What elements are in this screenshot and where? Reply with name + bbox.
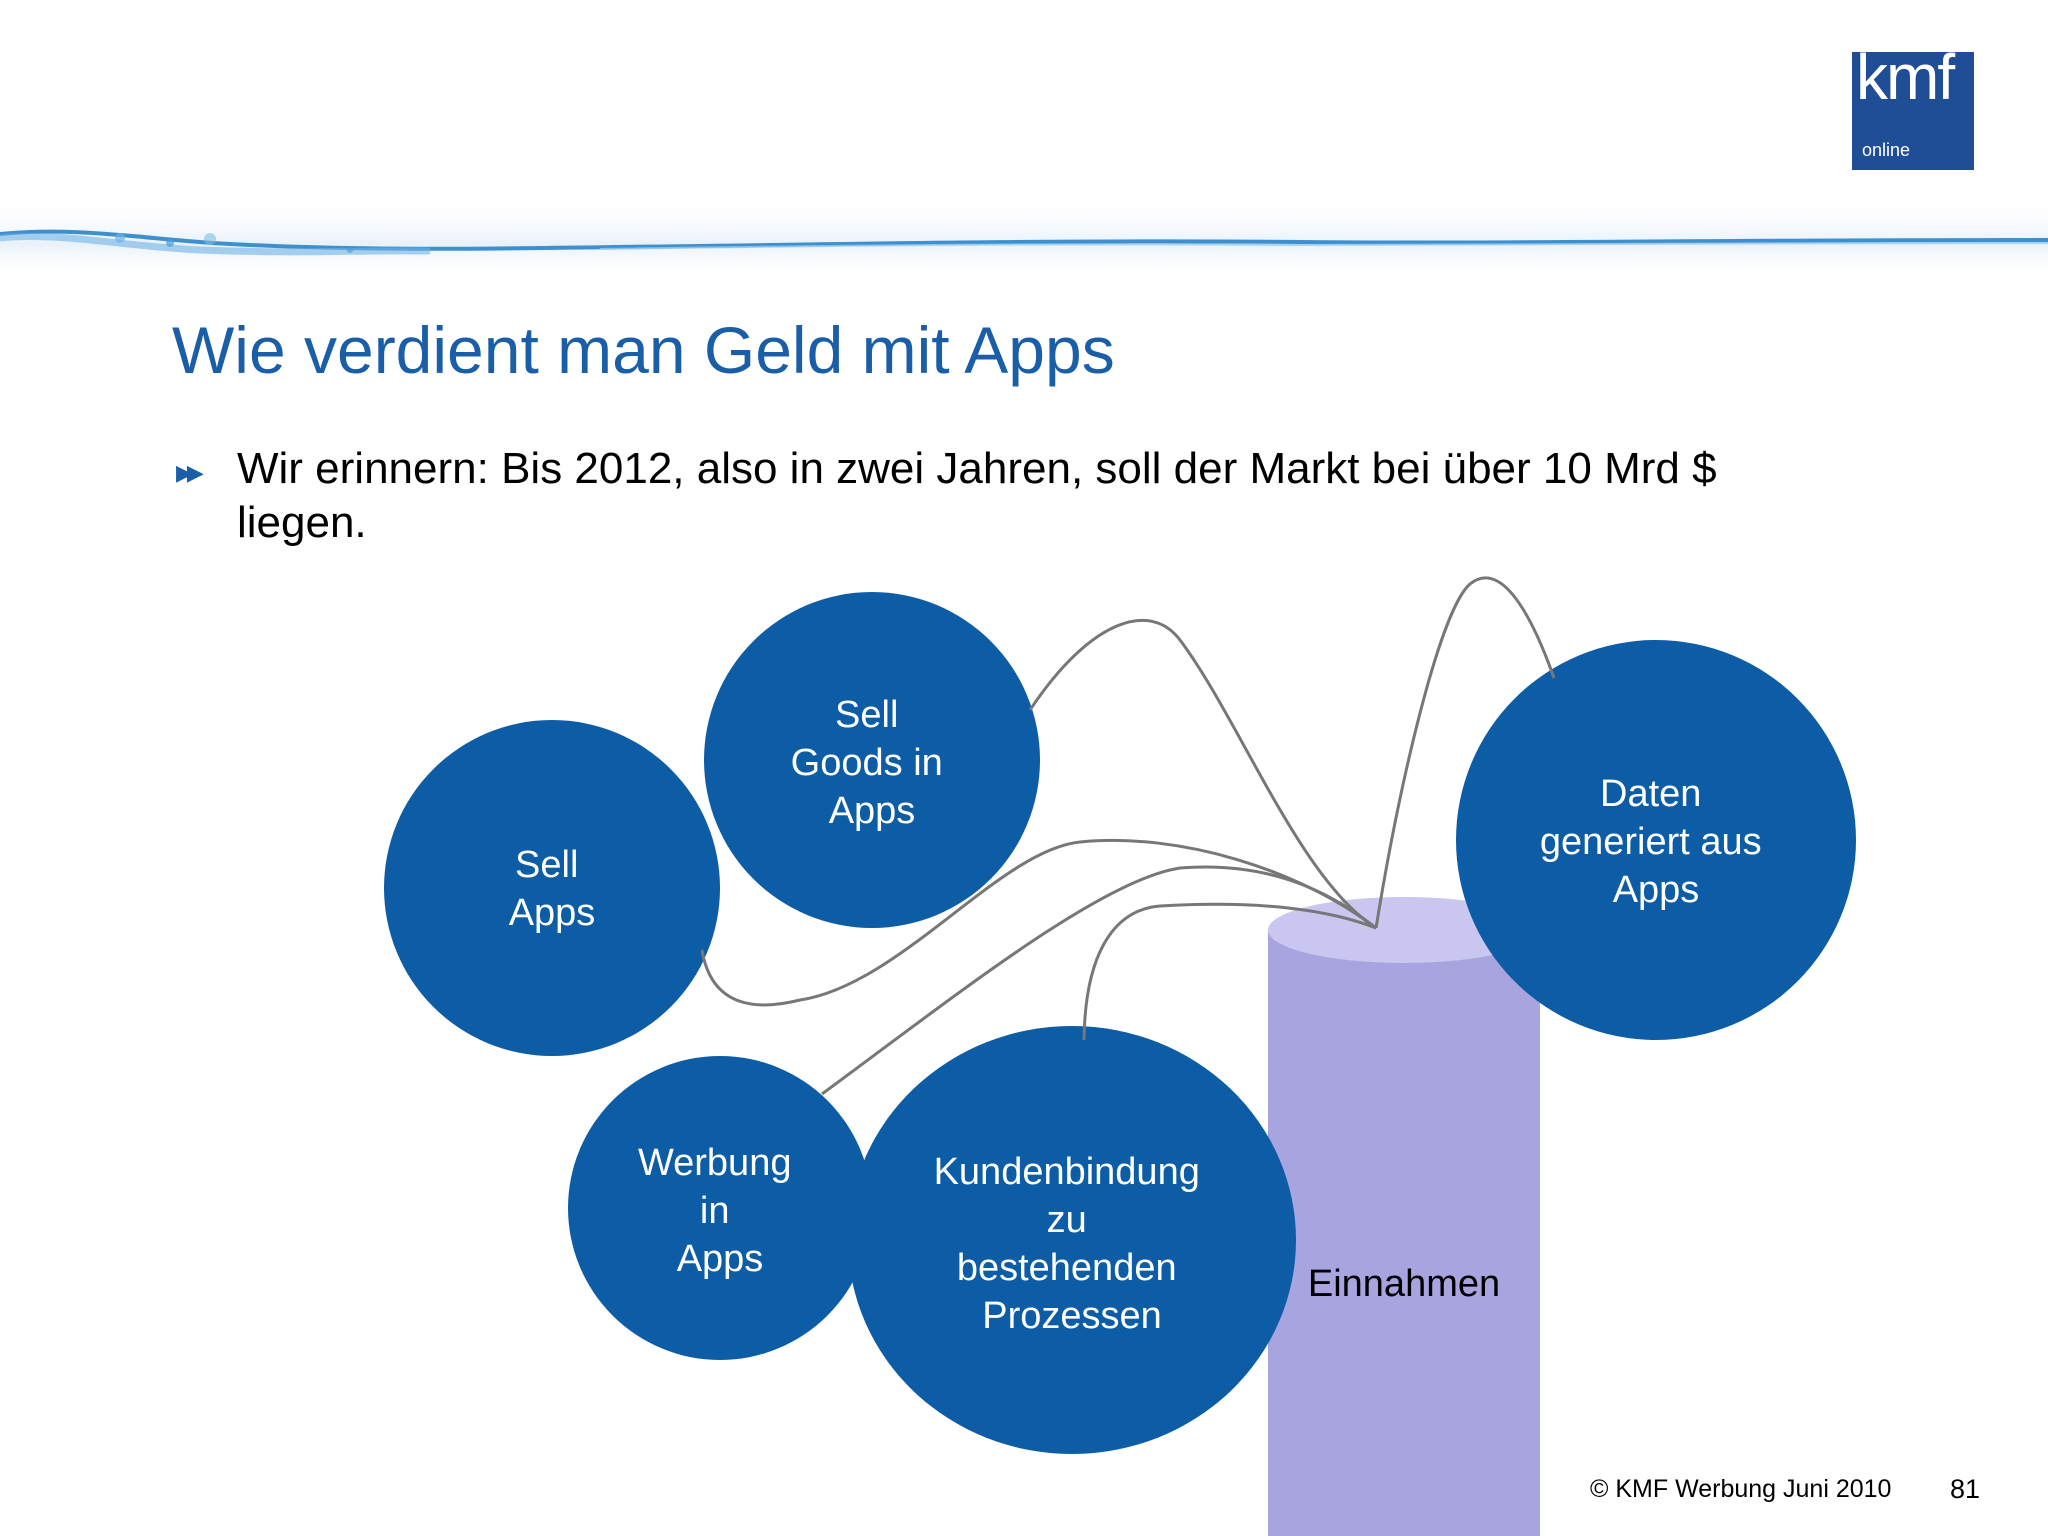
circle-sell-apps: Sell Apps: [384, 720, 720, 1056]
circle-line: Sell: [515, 844, 578, 886]
connector-werbung: [821, 865, 1377, 1096]
kmf-logo: kmf online: [1852, 52, 1974, 170]
circle-line: Daten: [1600, 773, 1701, 815]
logo-sub-text: online: [1862, 140, 1911, 160]
circle-line: Prozessen: [982, 1295, 1162, 1337]
cylinder-einnahmen: [1268, 897, 1540, 1536]
circle-line: Goods in: [791, 742, 943, 784]
circle-line: Apps: [509, 892, 596, 934]
connector-sell-apps: [700, 838, 1377, 1007]
connector-sell-goods: [1028, 618, 1377, 930]
cylinder-label: Einnahmen: [1308, 1263, 1500, 1305]
connector-lines: [700, 576, 1556, 1096]
page-number: 81: [1950, 1474, 1981, 1504]
circle-daten-generiert-aus-apps: Daten generiert aus Apps: [1456, 640, 1856, 1040]
circle-line: Apps: [829, 790, 916, 832]
footer-copyright: © KMF Werbung Juni 2010: [1590, 1475, 1892, 1503]
circle-werbung-in-apps: Werbung in Apps: [568, 1056, 872, 1360]
connector-kundenbindung: [1082, 902, 1377, 1041]
circle-line: Kundenbindung: [934, 1151, 1200, 1193]
circle-sell-goods-in-apps: Sell Goods in Apps: [704, 592, 1040, 928]
water-wave-decoration: [0, 200, 2048, 280]
circle-line: in: [700, 1190, 730, 1232]
circle-line: generiert aus: [1540, 821, 1762, 863]
bullet-text: Wir erinnern: Bis 2012, also in zwei Jah…: [237, 444, 1717, 547]
circle-line: Apps: [677, 1238, 764, 1280]
logo-main-text: kmf: [1856, 52, 1955, 113]
circle-line: Werbung: [638, 1142, 792, 1184]
svg-text:Sell Goods in: Sell Goods in Apps: [791, 694, 954, 832]
connector-daten: [1374, 576, 1556, 929]
circle-line: zu: [1047, 1199, 1087, 1241]
circle-line: Apps: [1613, 869, 1700, 911]
circle-kundenbindung: Kundenbindung zu bestehenden Prozessen: [848, 1026, 1296, 1454]
circle-line: bestehenden: [957, 1247, 1177, 1289]
svg-text:Kundenbindung zu: Kundenbindung zu bestehenden Prozessen: [934, 1151, 1211, 1337]
circle-line: Sell: [835, 694, 898, 736]
svg-text:Daten generiert aus: Daten generiert aus Apps: [1540, 773, 1772, 911]
slide-title: Wie verdient man Geld mit Apps: [172, 313, 1115, 387]
svg-text:Werbung in App: Werbung in Apps: [638, 1142, 802, 1280]
svg-text:Sell Apps: Sell Apps: [509, 844, 596, 934]
